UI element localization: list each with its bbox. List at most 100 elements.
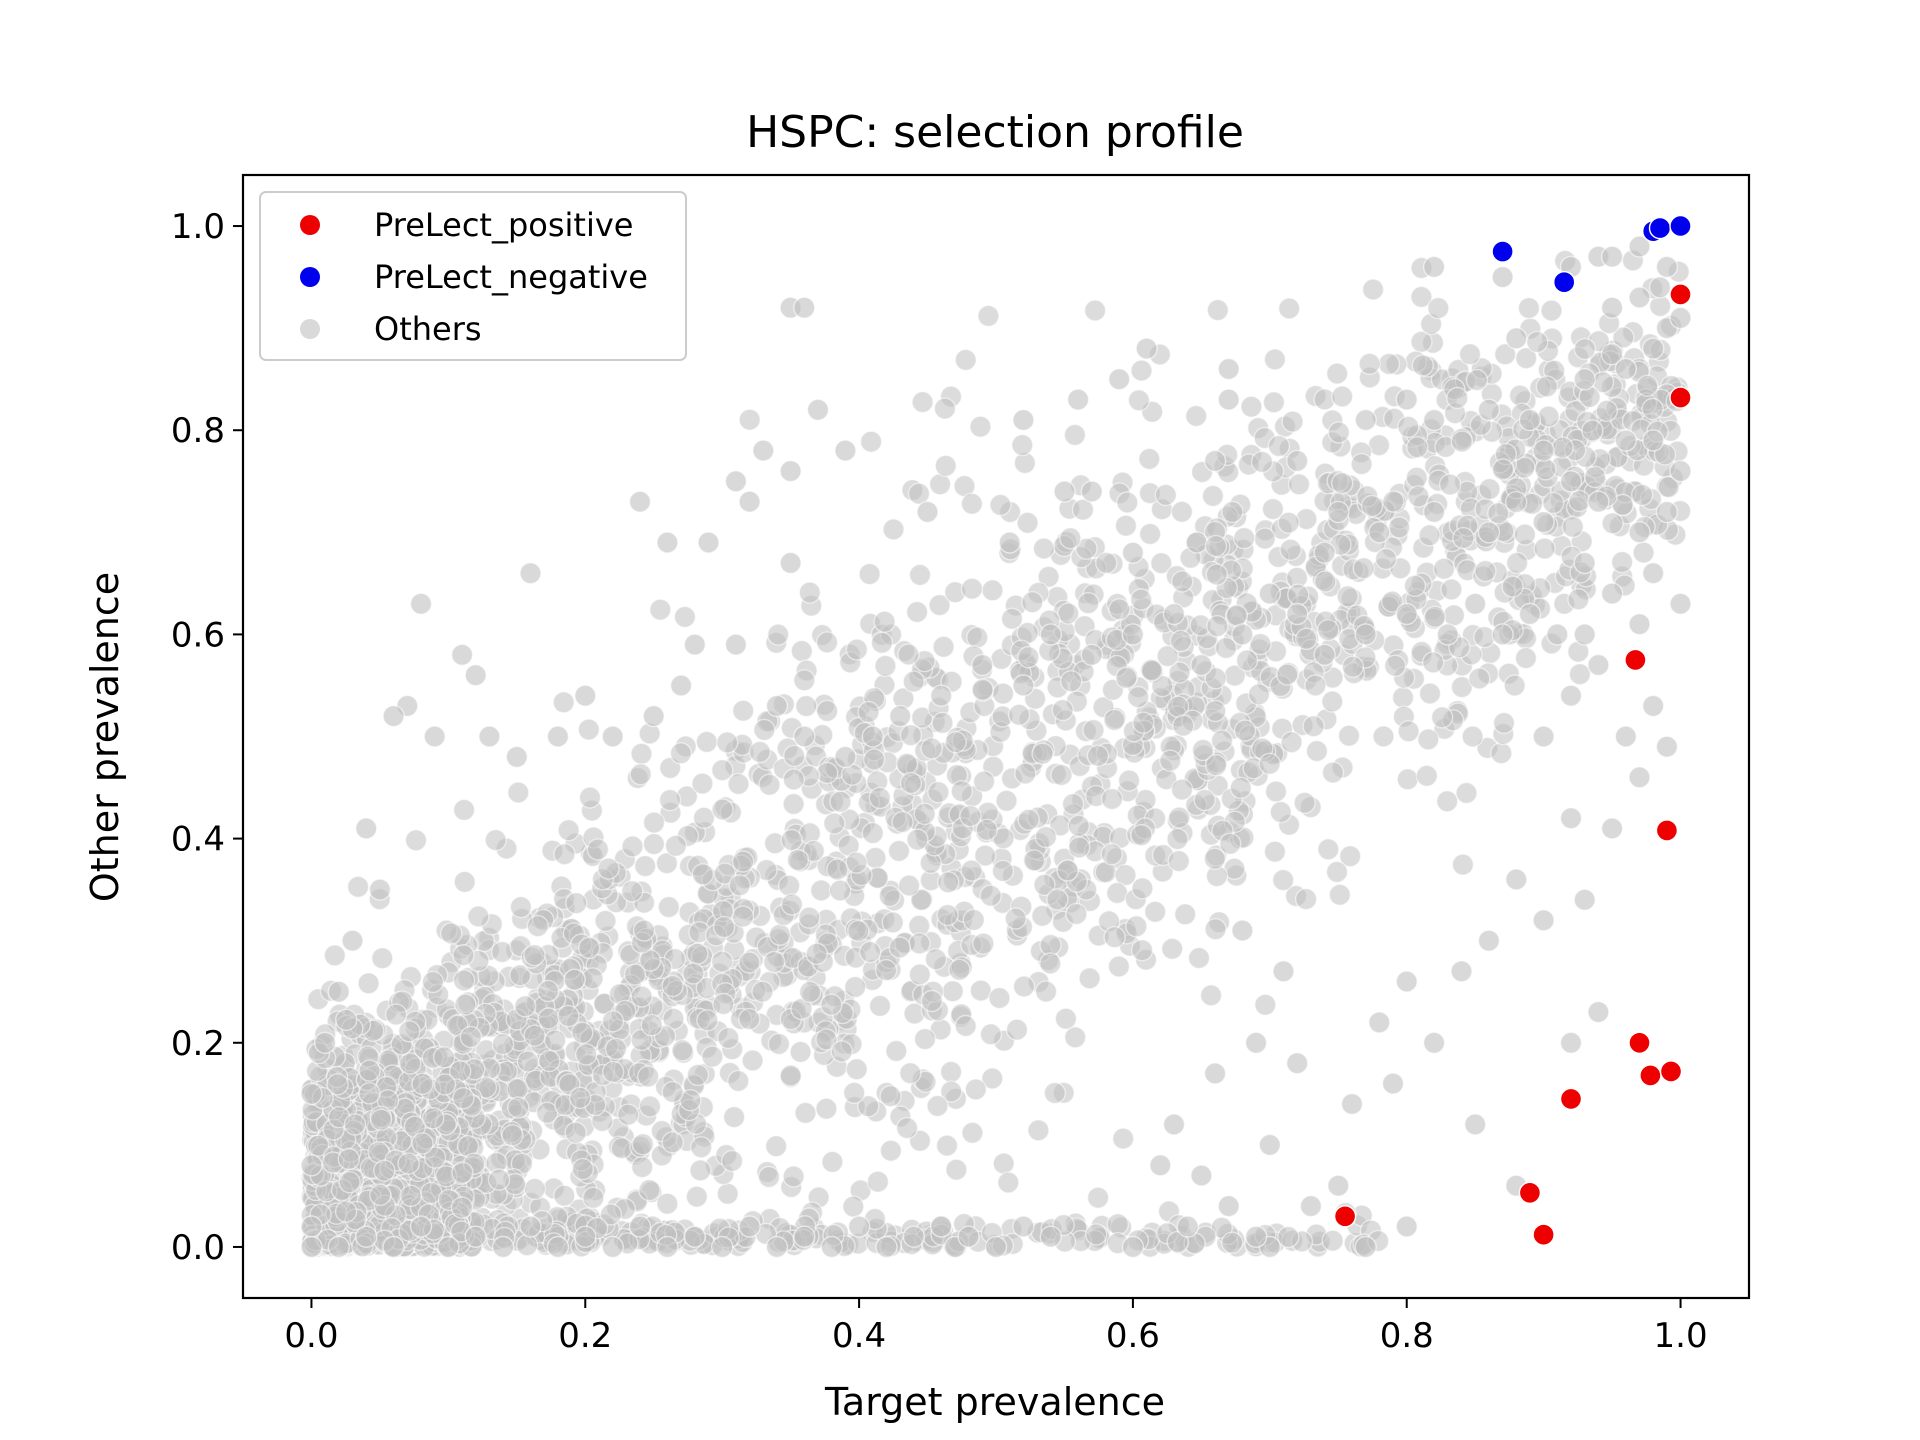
others-point — [1203, 449, 1227, 473]
others-point — [1217, 1194, 1240, 1218]
others-point — [1313, 541, 1336, 564]
others-point — [1067, 814, 1091, 837]
others-point — [1380, 590, 1404, 613]
others-point — [433, 1073, 457, 1096]
others-point — [1338, 845, 1362, 868]
others-point — [1535, 375, 1559, 398]
others-point — [1573, 623, 1596, 646]
others-point — [1201, 484, 1225, 508]
others-point — [897, 643, 920, 666]
others-point — [1491, 623, 1514, 646]
others-point — [806, 398, 830, 421]
others-point — [1007, 703, 1031, 726]
others-point — [1053, 480, 1076, 503]
others-point — [741, 1049, 764, 1072]
others-point — [1039, 1225, 1063, 1248]
others-point — [1587, 653, 1610, 677]
others-point — [1244, 1031, 1268, 1055]
others-point — [1321, 761, 1345, 784]
others-point — [1149, 1154, 1172, 1177]
others-point — [616, 1103, 640, 1126]
others-point — [1012, 408, 1035, 432]
others-point — [1612, 326, 1635, 349]
others-point — [1285, 449, 1309, 473]
others-point — [1105, 881, 1129, 905]
others-point — [1636, 374, 1659, 397]
others-point — [452, 969, 476, 992]
others-point — [1321, 690, 1344, 713]
others-point — [1595, 399, 1619, 422]
others-point — [1387, 516, 1411, 539]
others-point — [1043, 1081, 1067, 1105]
others-point — [1294, 627, 1318, 650]
others-point — [689, 1159, 712, 1182]
others-point — [1559, 684, 1583, 707]
others-point — [1423, 605, 1447, 628]
others-point — [1463, 592, 1487, 615]
others-point — [399, 1052, 422, 1075]
others-point — [716, 731, 739, 754]
others-point — [1281, 410, 1304, 433]
others-point — [738, 951, 761, 974]
others-point — [335, 1008, 358, 1031]
others-point — [712, 992, 735, 1016]
others-point — [816, 699, 839, 723]
others-point — [795, 694, 818, 718]
others-point — [409, 592, 433, 615]
others-point — [826, 858, 849, 881]
others-point — [1005, 1018, 1029, 1041]
others-point — [586, 838, 610, 861]
others-point — [692, 806, 716, 829]
others-point — [879, 1084, 902, 1108]
others-point — [1170, 570, 1194, 593]
others-point — [1655, 500, 1679, 524]
y-tick-label: 0.2 — [171, 1024, 225, 1064]
others-point — [798, 906, 821, 929]
others-point — [895, 752, 919, 775]
others-point — [1559, 470, 1583, 493]
x-tick-label: 0.2 — [558, 1316, 612, 1356]
others-point — [1083, 299, 1107, 322]
others-point — [610, 1136, 633, 1160]
others-point — [810, 879, 833, 902]
others-point — [454, 993, 477, 1016]
others-point — [780, 828, 803, 852]
others-point — [1422, 255, 1446, 279]
others-point — [1168, 661, 1191, 684]
others-point — [1505, 327, 1528, 350]
others-point — [1034, 825, 1058, 849]
others-point — [1352, 557, 1376, 580]
others-point — [691, 772, 714, 795]
others-point — [868, 786, 891, 810]
others-point — [1630, 483, 1654, 507]
others-point — [1517, 296, 1541, 320]
others-point — [995, 789, 1018, 812]
others-point — [1341, 655, 1365, 678]
others-point — [1050, 763, 1073, 787]
others-point — [1162, 602, 1186, 626]
others-point — [1325, 362, 1349, 385]
others-point — [731, 850, 755, 873]
others-point — [945, 1158, 968, 1181]
others-point — [889, 704, 912, 728]
others-point — [1600, 343, 1624, 366]
others-point — [1033, 873, 1056, 896]
others-point — [1397, 415, 1420, 438]
others-point — [1218, 832, 1242, 855]
others-point — [1078, 967, 1101, 990]
y-axis-label: Other prevalence — [83, 572, 127, 902]
others-point — [411, 1132, 434, 1155]
others-point — [738, 408, 761, 431]
others-point — [1614, 429, 1638, 452]
others-point — [1262, 391, 1286, 414]
others-point — [931, 711, 954, 735]
others-point — [1395, 602, 1418, 626]
others-point — [1108, 598, 1131, 621]
others-point — [1477, 929, 1501, 952]
others-point — [452, 1086, 475, 1110]
others-point — [1354, 623, 1377, 646]
others-point — [779, 1064, 802, 1087]
others-point — [1405, 466, 1429, 489]
y-tick-label: 0.0 — [171, 1228, 225, 1268]
others-point — [816, 761, 839, 785]
